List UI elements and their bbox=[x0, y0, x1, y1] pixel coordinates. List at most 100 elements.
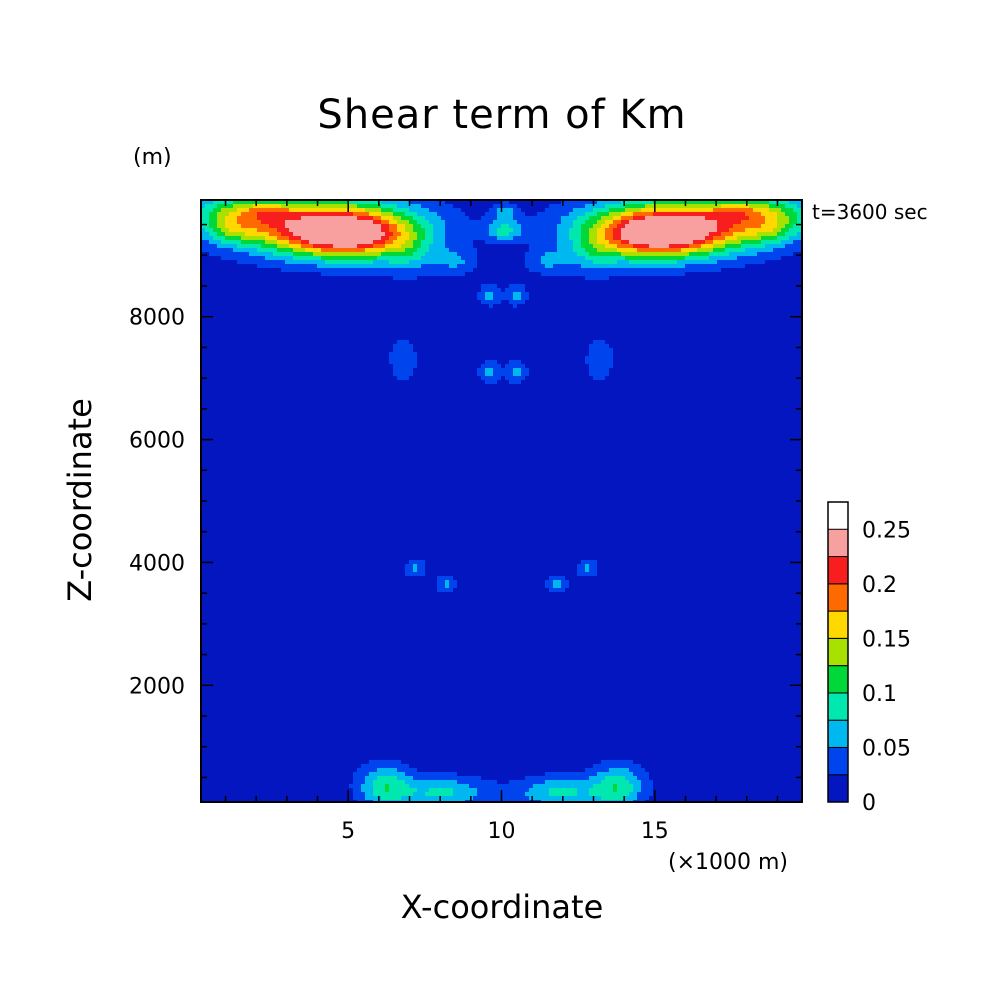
heatmap-cell bbox=[329, 272, 333, 276]
heatmap-cell bbox=[337, 256, 341, 260]
heatmap-cell bbox=[245, 212, 249, 216]
heatmap-cell bbox=[229, 236, 233, 240]
heatmap-cell bbox=[493, 288, 497, 292]
heatmap-cell bbox=[661, 260, 665, 264]
heatmap-cell bbox=[421, 784, 425, 788]
heatmap-cell bbox=[733, 208, 737, 212]
heatmap-cell bbox=[621, 236, 625, 240]
heatmap-cell bbox=[693, 228, 697, 232]
heatmap-cell bbox=[505, 376, 509, 380]
heatmap-cell bbox=[397, 344, 401, 348]
heatmap-cell bbox=[409, 360, 413, 364]
heatmap-cell bbox=[741, 264, 745, 268]
heatmap-cell bbox=[553, 256, 557, 260]
heatmap-cell bbox=[365, 252, 369, 256]
heatmap-cell bbox=[249, 244, 253, 248]
heatmap-cell bbox=[269, 236, 273, 240]
heatmap-cell bbox=[729, 240, 733, 244]
heatmap-cell bbox=[353, 220, 357, 224]
heatmap-cell bbox=[641, 256, 645, 260]
heatmap-cell bbox=[233, 220, 237, 224]
heatmap-cell bbox=[645, 264, 649, 268]
heatmap-cell bbox=[397, 376, 401, 380]
heatmap-cell bbox=[593, 248, 597, 252]
heatmap-cell bbox=[585, 776, 589, 780]
heatmap-cell bbox=[789, 200, 793, 204]
heatmap-cell bbox=[401, 768, 405, 772]
heatmap-cell bbox=[641, 244, 645, 248]
heatmap-cell bbox=[401, 796, 405, 800]
heatmap-cell bbox=[749, 252, 753, 256]
heatmap-cell bbox=[421, 216, 425, 220]
heatmap-cell bbox=[401, 208, 405, 212]
heatmap-cell bbox=[577, 788, 581, 792]
heatmap-cell bbox=[613, 784, 617, 788]
heatmap-cell bbox=[221, 232, 225, 236]
heatmap-cell bbox=[597, 260, 601, 264]
heatmap-cell bbox=[629, 784, 633, 788]
heatmap-cell bbox=[485, 212, 489, 216]
heatmap-cell bbox=[573, 776, 577, 780]
heatmap-cell bbox=[653, 244, 657, 248]
heatmap-cell bbox=[365, 792, 369, 796]
heatmap-cell bbox=[381, 260, 385, 264]
heatmap-cell bbox=[261, 224, 265, 228]
heatmap-cell bbox=[701, 232, 705, 236]
heatmap-cell bbox=[429, 236, 433, 240]
heatmap-cell bbox=[357, 252, 361, 256]
heatmap-cell bbox=[625, 204, 629, 208]
heatmap-cell bbox=[493, 232, 497, 236]
heatmap-cell bbox=[413, 276, 417, 280]
heatmap-cell bbox=[749, 228, 753, 232]
heatmap-cell bbox=[225, 240, 229, 244]
heatmap-cell bbox=[389, 256, 393, 260]
heatmap-cell bbox=[609, 796, 613, 800]
heatmap-cell bbox=[697, 264, 701, 268]
heatmap-cell bbox=[337, 208, 341, 212]
heatmap-cell bbox=[765, 244, 769, 248]
heatmap-cell bbox=[521, 364, 525, 368]
heatmap-cell bbox=[285, 232, 289, 236]
heatmap-cell bbox=[597, 264, 601, 268]
heatmap-cell bbox=[297, 268, 301, 272]
heatmap-cell bbox=[641, 264, 645, 268]
heatmap-cell bbox=[461, 272, 465, 276]
heatmap-cell bbox=[341, 260, 345, 264]
heatmap-cell bbox=[313, 236, 317, 240]
heatmap-cell bbox=[585, 208, 589, 212]
heatmap-cell bbox=[693, 256, 697, 260]
heatmap-cell bbox=[593, 376, 597, 380]
heatmap-cell bbox=[353, 796, 357, 800]
colorbar-swatch bbox=[827, 692, 849, 721]
heatmap-cell bbox=[593, 240, 597, 244]
heatmap-cell bbox=[257, 252, 261, 256]
heatmap-cell bbox=[729, 208, 733, 212]
heatmap-cell bbox=[237, 208, 241, 212]
heatmap-cell bbox=[357, 272, 361, 276]
heatmap-cell bbox=[397, 796, 401, 800]
heatmap-cell bbox=[749, 240, 753, 244]
heatmap-cell bbox=[589, 568, 593, 572]
heatmap-cell bbox=[461, 216, 465, 220]
heatmap-cell bbox=[349, 272, 353, 276]
heatmap-cell bbox=[637, 236, 641, 240]
heatmap-cell bbox=[329, 208, 333, 212]
heatmap-cell bbox=[597, 268, 601, 272]
heatmap-cell bbox=[761, 252, 765, 256]
heatmap-cell bbox=[533, 788, 537, 792]
heatmap-cell bbox=[345, 204, 349, 208]
heatmap-cell bbox=[277, 200, 281, 204]
heatmap-cell bbox=[749, 256, 753, 260]
heatmap-cell bbox=[601, 276, 605, 280]
heatmap-cell bbox=[637, 264, 641, 268]
heatmap-cell bbox=[353, 212, 357, 216]
heatmap-cell bbox=[413, 572, 417, 576]
heatmap-cell bbox=[617, 272, 621, 276]
heatmap-cell bbox=[549, 264, 553, 268]
heatmap-cell bbox=[641, 776, 645, 780]
heatmap-cell bbox=[229, 208, 233, 212]
heatmap-cell bbox=[397, 364, 401, 368]
heatmap-cell bbox=[369, 224, 373, 228]
heatmap-cell bbox=[277, 248, 281, 252]
heatmap-cell bbox=[369, 200, 373, 204]
